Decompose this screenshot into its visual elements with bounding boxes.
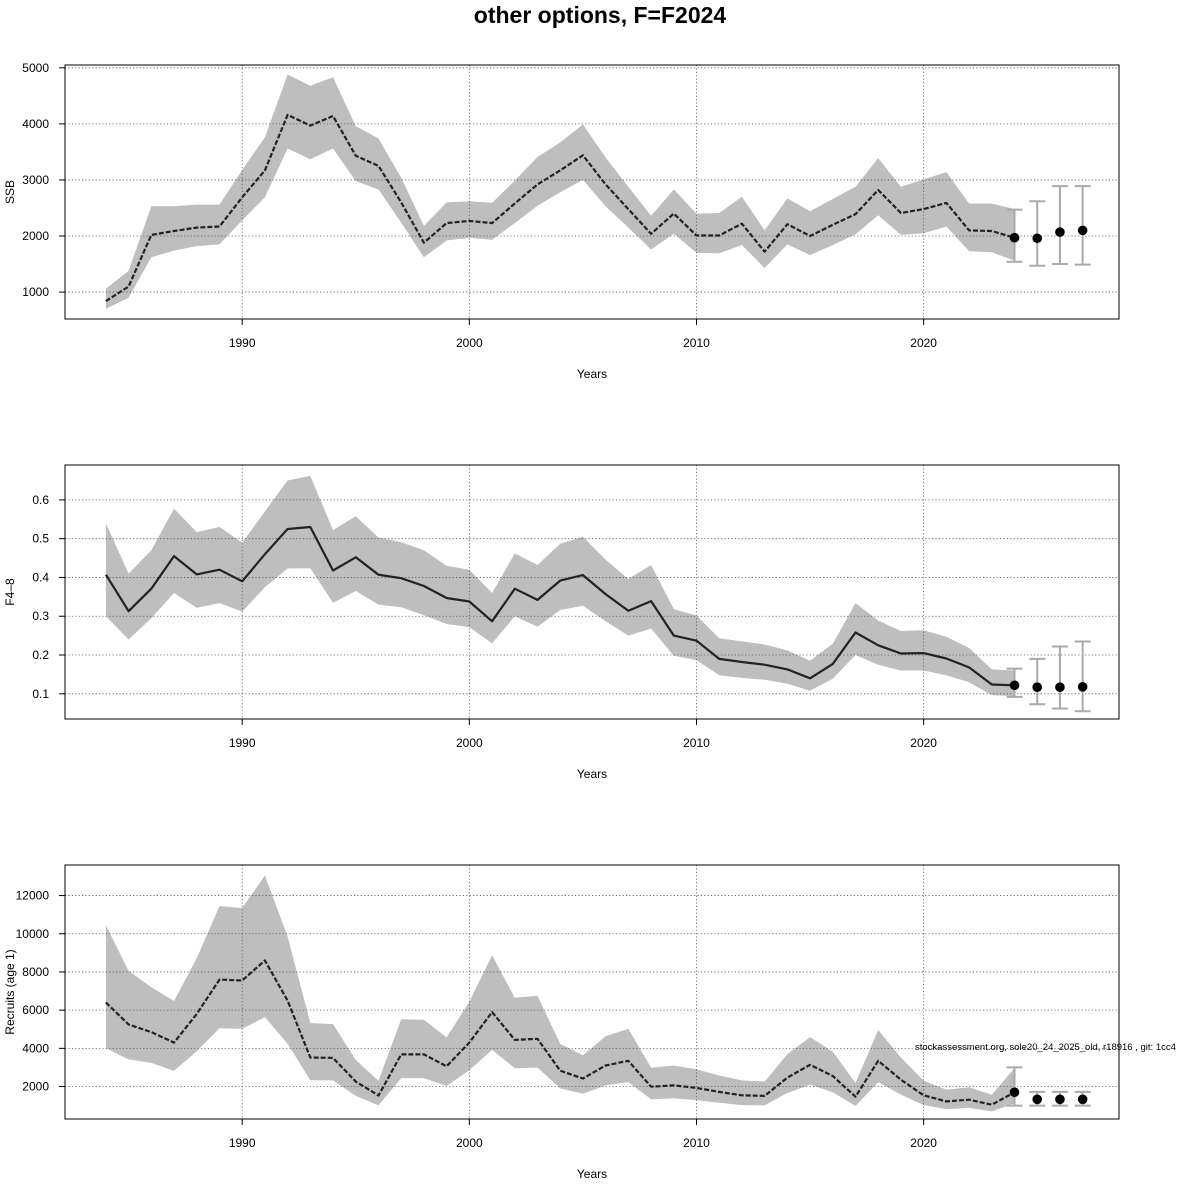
ssb-x-tick-label: 2010 [683, 336, 710, 350]
recruits-panel: 1990 2000 2010 2020 2000 4000 6000 8000 10000 120… [3, 864, 1120, 1181]
f-y-tick-label: 0.1 [32, 687, 49, 701]
f-y-axis-label: F4–8 [3, 578, 17, 606]
f-x-axis-label: Years [577, 767, 607, 781]
ssb-x-tick-label: 1990 [229, 336, 256, 350]
ssb-y-tick-label: 5000 [22, 61, 49, 75]
f-forecast-point [1009, 680, 1020, 691]
f-confidence-band [105, 475, 1015, 697]
f-x-tick-label: 2010 [683, 736, 710, 750]
recruits-y-tick-label: 12000 [16, 889, 50, 903]
ssb-forecast-point [1009, 232, 1020, 243]
recruits-plot-frame [64, 864, 1120, 1120]
recruits-forecast-point [1009, 1087, 1020, 1098]
recruits-confidence-band [105, 875, 1015, 1112]
ssb-forecast-point [1055, 227, 1065, 237]
f-x-tick-label: 2020 [910, 736, 937, 750]
ssb-y-axis-label: SSB [3, 180, 17, 204]
recruits-forecast-point [1055, 1094, 1065, 1105]
ssb-y-tick-label: 3000 [22, 173, 49, 187]
recruits-x-axis-label: Years [577, 1167, 607, 1181]
f-plot-frame [64, 464, 1120, 720]
f-y-tick-label: 0.6 [32, 493, 49, 507]
recruits-forecast-point [1077, 1094, 1088, 1105]
f-y-tick-label: 0.5 [32, 532, 49, 546]
recruits-estimate-line [105, 959, 1016, 1106]
ssb-x-axis-label: Years [577, 367, 607, 381]
recruits-x-tick-label: 2020 [910, 1136, 937, 1150]
recruits-x-tick-label: 1990 [229, 1136, 256, 1150]
recruits-y-tick-label: 4000 [22, 1041, 49, 1055]
chart-title: other options, F=F2024 [473, 2, 727, 28]
ssb-plot-frame [64, 64, 1120, 320]
recruits-forecast-point [1032, 1094, 1043, 1105]
ssb-y-tick-label: 4000 [22, 117, 49, 131]
recruits-x-tick-label: 2000 [456, 1136, 483, 1150]
f-forecast-point [1077, 682, 1088, 692]
recruits-y-tick-label: 8000 [22, 965, 49, 979]
ssb-x-tick-label: 2000 [456, 336, 483, 350]
f-forecast-point [1055, 682, 1065, 693]
ssb-x-tick-label: 2020 [910, 336, 937, 350]
recruits-y-tick-label: 10000 [16, 927, 50, 941]
ssb-confidence-band [105, 74, 1015, 309]
fishing-mortality-panel: 1990 2000 2010 2020 0.1 0.2 0.3 0.4 0.5 0.6 Years F… [3, 464, 1120, 781]
ssb-panel: 1990 2000 2010 2020 1000 2000 3000 4000 5000 Year… [3, 61, 1120, 381]
f-forecast-point [1032, 682, 1043, 693]
footnote-text: stockassessment.org, sole20_24_2025_old,… [915, 1042, 1176, 1053]
ssb-y-tick-label: 1000 [22, 285, 49, 299]
recruits-y-axis-label: Recruits (age 1) [3, 949, 17, 1034]
f-x-tick-label: 2000 [456, 736, 483, 750]
ssb-y-tick-label: 2000 [22, 229, 49, 243]
recruits-y-tick-label: 2000 [22, 1080, 49, 1094]
f-y-tick-label: 0.4 [32, 570, 49, 584]
f-estimate-line [104, 525, 1015, 687]
recruits-y-tick-label: 6000 [22, 1003, 49, 1017]
ssb-forecast-point [1077, 225, 1088, 236]
recruits-x-tick-label: 2010 [683, 1136, 710, 1150]
f-y-tick-label: 0.3 [32, 609, 49, 623]
f-x-tick-label: 1990 [229, 736, 256, 750]
ssb-forecast-point [1032, 233, 1043, 244]
ssb-estimate-line [105, 113, 1015, 303]
f-y-tick-label: 0.2 [32, 648, 49, 662]
